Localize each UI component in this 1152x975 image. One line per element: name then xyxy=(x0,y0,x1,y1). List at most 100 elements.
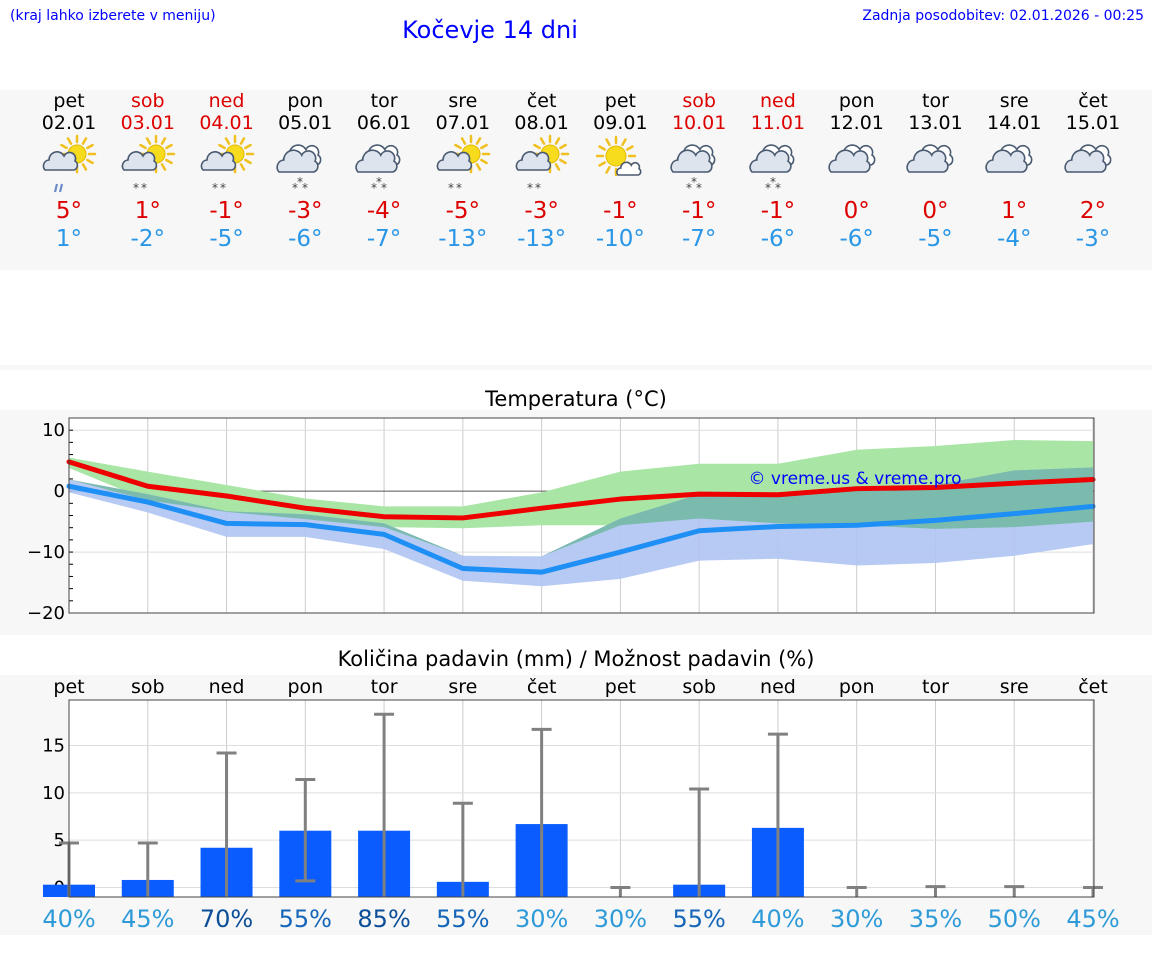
temperature-tick-label: −20 xyxy=(27,603,65,624)
day-name: čet xyxy=(526,90,557,112)
svg-text:*: * xyxy=(297,175,303,189)
min-temp: -2° xyxy=(130,226,165,252)
precipitation-day-label: sob xyxy=(131,676,165,698)
day-name: pon xyxy=(287,90,324,112)
cloudy-icon xyxy=(906,144,954,173)
precipitation-day-label: čet xyxy=(1078,676,1108,698)
min-temp: -7° xyxy=(366,226,402,252)
max-temp: -3° xyxy=(288,198,323,224)
min-temp: -6° xyxy=(288,226,323,252)
precipitation-day-label: sob xyxy=(682,676,716,698)
precipitation-day-label: čet xyxy=(527,676,557,698)
max-temp: -1° xyxy=(760,198,796,224)
precipitation-day-label: pet xyxy=(53,676,84,698)
svg-text:*: * xyxy=(765,181,771,195)
min-temp: -7° xyxy=(681,226,717,252)
max-temp: 1° xyxy=(134,198,161,224)
precipitation-probability-label: 55% xyxy=(279,905,332,933)
temperature-chart-area: 10 0 −10 −20 © vreme.us & vreme.pro xyxy=(0,410,1152,635)
precipitation-day-label: sre xyxy=(1000,676,1029,698)
max-temp: 0° xyxy=(843,198,870,224)
svg-text:*: * xyxy=(775,181,781,195)
day-name: sob xyxy=(130,90,165,112)
precipitation-probability-label: 40% xyxy=(42,905,95,933)
sun-cloud-snow-icon: * * xyxy=(515,134,569,195)
precipitation-probability-label: 45% xyxy=(121,905,174,933)
temperature-chart: 10 0 −10 −20 © vreme.us & vreme.pro xyxy=(27,417,1096,624)
precipitation-probability-label: 30% xyxy=(594,905,647,933)
day-name: sre xyxy=(999,90,1029,112)
precipitation-probability-label: 30% xyxy=(830,905,883,933)
day-date: 14.01 xyxy=(987,112,1042,134)
svg-text:*: * xyxy=(220,181,226,195)
cloudy-icon xyxy=(828,144,876,173)
sun-cloud-snow-icon: * * xyxy=(121,134,176,195)
max-temp: -1° xyxy=(681,198,717,224)
min-temp: -13° xyxy=(517,226,567,252)
max-temp-line xyxy=(66,459,1096,521)
sun-small-cloud-icon xyxy=(596,135,642,177)
day-date: 05.01 xyxy=(278,112,333,134)
precipitation-day-label: pet xyxy=(605,676,636,698)
precipitation-day-label: sre xyxy=(448,676,477,698)
cloudy-icon xyxy=(1064,144,1112,173)
temperature-plot-frame xyxy=(68,417,1095,614)
svg-text:*: * xyxy=(381,181,387,195)
svg-text:*: * xyxy=(691,175,697,189)
cloudy-snow-icon: * ** xyxy=(276,144,322,195)
max-temp: 0° xyxy=(922,198,949,224)
max-temp: 1° xyxy=(1001,198,1028,224)
day-name: tor xyxy=(922,90,949,112)
sun-cloud-snow-icon: * * xyxy=(436,134,491,195)
precipitation-tick-label: 10 xyxy=(42,783,65,804)
max-temp: -3° xyxy=(524,198,559,224)
precipitation-probability-label: 40% xyxy=(751,905,804,933)
day-date: 11.01 xyxy=(750,112,806,134)
temperature-tick-label: −10 xyxy=(27,542,65,563)
day-date: 09.01 xyxy=(593,112,648,134)
precipitation-probability-label: 30% xyxy=(515,905,568,933)
cloudy-snow-icon: * ** xyxy=(749,144,795,195)
daily-forecast-strip: pet 02.01 5° 1° sob 03.01 * * 1° -2° ned 04.01 * * -1°… xyxy=(0,90,1152,270)
section-divider xyxy=(0,365,1152,370)
day-date: 08.01 xyxy=(514,112,569,134)
precipitation-tick-label: 15 xyxy=(42,735,65,756)
svg-text:*: * xyxy=(302,181,308,195)
min-temp: -6° xyxy=(760,226,796,252)
precipitation-day-label: tor xyxy=(371,676,398,698)
precipitation-day-label: ned xyxy=(760,676,796,698)
precipitation-probability-label: 45% xyxy=(1066,905,1119,933)
precipitation-probability-label: 85% xyxy=(357,905,410,933)
max-temp: -4° xyxy=(366,198,402,224)
day-name: ned xyxy=(760,90,796,112)
precipitation-probability-label: 55% xyxy=(436,905,489,933)
svg-text:*: * xyxy=(212,181,218,195)
precipitation-day-label: ned xyxy=(209,676,245,698)
day-date: 06.01 xyxy=(356,112,412,134)
svg-text:*: * xyxy=(456,181,462,195)
day-date: 03.01 xyxy=(120,112,175,134)
svg-text:*: * xyxy=(770,175,776,189)
precipitation-chart: 151050petsobnedpontorsrečetpetsobnedpont… xyxy=(42,676,1120,933)
precipitation-probability-label: 50% xyxy=(988,905,1041,933)
min-temp: -10° xyxy=(595,226,645,252)
svg-text:*: * xyxy=(696,181,702,195)
day-name: pet xyxy=(53,90,85,112)
day-date: 07.01 xyxy=(435,112,491,134)
precipitation-plot-frame xyxy=(68,699,1095,898)
location-hint: (kraj lahko izberete v meniju) xyxy=(10,8,216,24)
precipitation-probability-label: 70% xyxy=(200,905,253,933)
max-temp: -1° xyxy=(209,198,244,224)
temperature-chart-title: Temperatura (°C) xyxy=(485,387,667,411)
precipitation-day-label: pon xyxy=(839,676,875,698)
min-temp-line xyxy=(66,483,1096,575)
watermark-text: © vreme.us & vreme.pro xyxy=(748,469,961,489)
precipitation-probability-label: 55% xyxy=(672,905,725,933)
precipitation-chart-area: 151050petsobnedpontorsrečetpetsobnedpont… xyxy=(0,675,1152,935)
svg-text:*: * xyxy=(141,181,147,195)
cloudy-snow-icon: * ** xyxy=(670,144,716,195)
min-temp: -13° xyxy=(438,226,488,252)
day-date: 12.01 xyxy=(829,112,884,134)
day-date: 15.01 xyxy=(1065,112,1121,134)
svg-text:*: * xyxy=(371,181,377,195)
